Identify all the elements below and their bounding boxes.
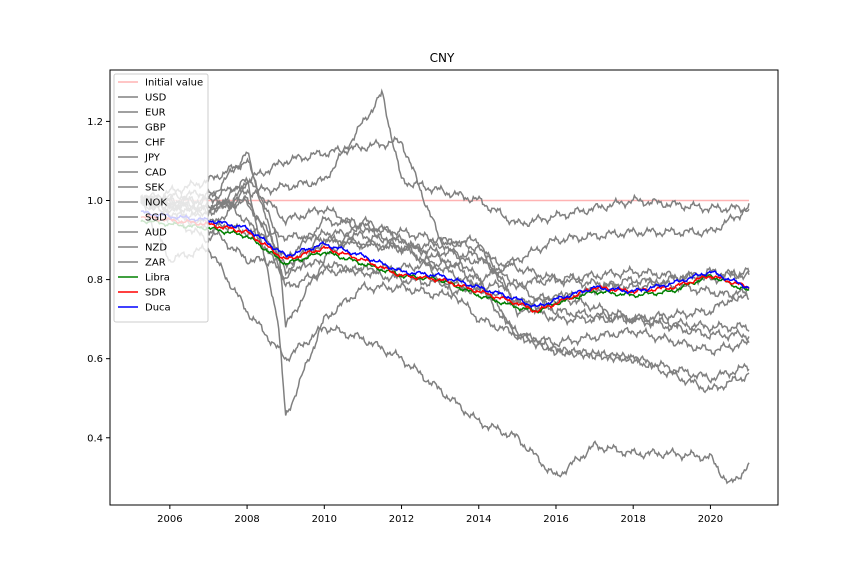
legend-label-chf: CHF: [145, 138, 166, 149]
series-line-duca: [140, 210, 750, 309]
series-line-aud: [140, 157, 750, 384]
legend-label-gbp: GBP: [145, 123, 166, 134]
legend: Initial value USD EUR GBP CHF JPY CAD SEK NOK SGD…: [113, 73, 209, 323]
series-line-usd: [140, 195, 750, 294]
legend-label-usd: USD: [145, 93, 167, 104]
series-line-jpy: [140, 135, 750, 284]
y-tick-label: 1.0: [87, 196, 103, 207]
y-tick-label: 0.4: [87, 433, 103, 444]
series-line-sek: [140, 194, 750, 324]
x-tick-label: 2020: [698, 514, 723, 525]
x-tick-label: 2012: [389, 514, 414, 525]
series-line-zar: [140, 198, 750, 485]
x-tick-label: 2006: [157, 514, 182, 525]
y-tick-label: 0.8: [87, 275, 103, 286]
legend-label-sdr: SDR: [145, 288, 166, 299]
series-line-chf: [140, 88, 750, 228]
legend-label-nok: NOK: [145, 198, 167, 209]
series-line-nok: [140, 193, 750, 394]
x-axis: 2006 2008 2010 2012 2014 2016 2018 2020: [157, 505, 723, 525]
legend-label-sek: SEK: [145, 183, 165, 194]
x-tick-label: 2008: [234, 514, 259, 525]
y-axis: 0.4 0.6 0.8 1.0 1.2: [87, 117, 110, 444]
legend-box: [113, 73, 209, 323]
legend-label-aud: AUD: [145, 228, 167, 239]
x-tick-label: 2010: [312, 514, 337, 525]
legend-label-nzd: NZD: [145, 243, 167, 254]
legend-label-initial-value: Initial value: [145, 78, 203, 89]
series-line-gbp: [140, 151, 750, 335]
plot-frame: [109, 69, 779, 506]
legend-label-eur: EUR: [145, 108, 166, 119]
series-line-cad: [140, 187, 750, 357]
x-tick-label: 2018: [620, 514, 645, 525]
y-tick-label: 1.2: [87, 117, 103, 128]
legend-label-zar: ZAR: [145, 258, 166, 269]
legend-label-sgd: SGD: [145, 213, 167, 224]
legend-label-libra: Libra: [145, 273, 170, 284]
x-tick-label: 2016: [543, 514, 568, 525]
x-tick-label: 2014: [466, 514, 491, 525]
y-tick-label: 0.6: [87, 354, 103, 365]
chart-title: CNY: [430, 51, 455, 65]
plot-area: [140, 88, 750, 485]
legend-label-cad: CAD: [145, 168, 167, 179]
legend-label-duca: Duca: [145, 303, 171, 314]
series-line-nzd: [140, 176, 750, 416]
legend-label-jpy: JPY: [144, 153, 161, 164]
series-line-libra: [140, 218, 750, 314]
series-line-sgd: [140, 196, 750, 287]
